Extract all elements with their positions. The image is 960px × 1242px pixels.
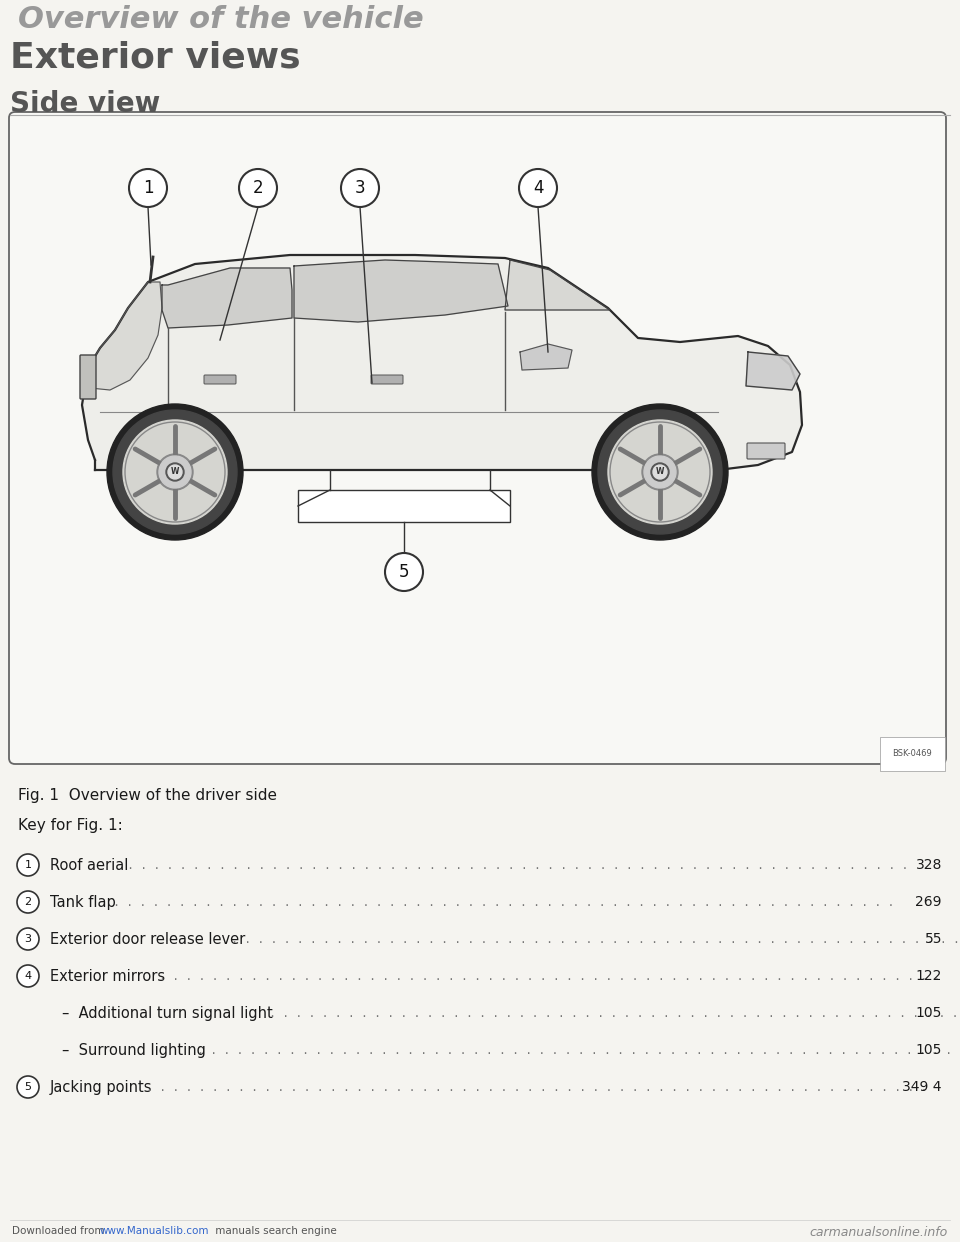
Text: W: W	[656, 467, 664, 476]
Text: 105: 105	[916, 1043, 942, 1057]
Circle shape	[17, 928, 39, 950]
Text: 5: 5	[398, 563, 409, 581]
Text: carmanualsonline.info: carmanualsonline.info	[809, 1226, 948, 1240]
Text: .  .  .  .  .  .  .  .  .  .  .  .  .  .  .  .  .  .  .  .  .  .  .  .  .  .  . : . . . . . . . . . . . . . . . . . . . . …	[110, 895, 898, 909]
Text: 328: 328	[916, 858, 942, 872]
Circle shape	[129, 169, 167, 207]
Circle shape	[519, 169, 557, 207]
Text: Overview of the vehicle: Overview of the vehicle	[18, 5, 423, 34]
Text: 55: 55	[924, 932, 942, 946]
Circle shape	[123, 420, 227, 524]
Text: Side view: Side view	[10, 89, 160, 118]
Text: 5: 5	[25, 1082, 32, 1092]
Circle shape	[17, 965, 39, 987]
Text: Tank flap: Tank flap	[50, 895, 116, 910]
Text: W: W	[171, 467, 180, 476]
Circle shape	[159, 456, 191, 488]
Circle shape	[651, 463, 669, 481]
Circle shape	[107, 404, 243, 540]
Polygon shape	[88, 282, 162, 390]
Polygon shape	[746, 351, 800, 390]
FancyBboxPatch shape	[80, 355, 96, 399]
Text: Fig. 1  Overview of the driver side: Fig. 1 Overview of the driver side	[18, 787, 277, 804]
Text: Key for Fig. 1:: Key for Fig. 1:	[18, 818, 123, 833]
Polygon shape	[520, 344, 572, 370]
Text: 269: 269	[916, 895, 942, 909]
Text: 2: 2	[252, 179, 263, 197]
Text: Jacking points: Jacking points	[50, 1081, 153, 1095]
Text: Roof aerial: Roof aerial	[50, 858, 129, 873]
Circle shape	[653, 465, 667, 479]
Text: 105: 105	[916, 1006, 942, 1020]
FancyBboxPatch shape	[204, 375, 236, 384]
FancyBboxPatch shape	[371, 375, 403, 384]
Text: .  .  .  .  .  .  .  .  .  .  .  .  .  .  .  .  .  .  .  .  .  .  .  .  .  .  . : . . . . . . . . . . . . . . . . . . . . …	[156, 969, 944, 982]
Text: 3: 3	[354, 179, 366, 197]
Polygon shape	[82, 255, 802, 469]
Text: 4: 4	[533, 179, 543, 197]
Polygon shape	[505, 260, 610, 310]
Circle shape	[608, 420, 712, 524]
Circle shape	[385, 553, 423, 591]
Text: 1: 1	[25, 859, 32, 869]
Text: 122: 122	[916, 969, 942, 982]
Circle shape	[239, 169, 277, 207]
Text: .  .  .  .  .  .  .  .  .  .  .  .  .  .  .  .  .  .  .  .  .  .  .  .  .  .  . : . . . . . . . . . . . . . . . . . . . . …	[194, 1043, 960, 1057]
Text: 349 4: 349 4	[902, 1081, 942, 1094]
Circle shape	[642, 455, 678, 491]
FancyBboxPatch shape	[9, 112, 946, 764]
Text: Exterior views: Exterior views	[10, 40, 300, 75]
Bar	[298, 491, 510, 522]
Text: 2: 2	[24, 897, 32, 907]
Circle shape	[113, 410, 237, 534]
Text: 3: 3	[25, 934, 32, 944]
Polygon shape	[162, 268, 292, 328]
Circle shape	[17, 854, 39, 876]
Text: .  .  .  .  .  .  .  .  .  .  .  .  .  .  .  .  .  .  .  .  .  .  .  .  .  .  . : . . . . . . . . . . . . . . . . . . . . …	[266, 1006, 960, 1020]
Circle shape	[17, 891, 39, 913]
Circle shape	[598, 410, 722, 534]
Text: .  .  .  .  .  .  .  .  .  .  .  .  .  .  .  .  .  .  .  .  .  .  .  .  .  .  . : . . . . . . . . . . . . . . . . . . . . …	[143, 1081, 930, 1094]
Text: .  .  .  .  .  .  .  .  .  .  .  .  .  .  .  .  .  .  .  .  .  .  .  .  .  .  . : . . . . . . . . . . . . . . . . . . . . …	[228, 932, 960, 946]
FancyBboxPatch shape	[747, 443, 785, 460]
Text: Exterior mirrors: Exterior mirrors	[50, 969, 165, 984]
Text: –  Additional turn signal light: – Additional turn signal light	[62, 1006, 273, 1021]
Text: –  Surround lighting: – Surround lighting	[62, 1043, 205, 1058]
Polygon shape	[294, 260, 508, 322]
Text: Exterior door release lever: Exterior door release lever	[50, 932, 245, 946]
Text: Downloaded from: Downloaded from	[12, 1226, 108, 1236]
Text: 1: 1	[143, 179, 154, 197]
Text: .  .  .  .  .  .  .  .  .  .  .  .  .  .  .  .  .  .  .  .  .  .  .  .  .  .  . : . . . . . . . . . . . . . . . . . . . . …	[124, 858, 911, 872]
Circle shape	[17, 1076, 39, 1098]
Circle shape	[166, 463, 184, 481]
Text: manuals search engine: manuals search engine	[212, 1226, 337, 1236]
Text: 4: 4	[24, 971, 32, 981]
Circle shape	[168, 465, 182, 479]
Circle shape	[341, 169, 379, 207]
Circle shape	[157, 455, 193, 491]
Circle shape	[644, 456, 676, 488]
Text: www.Manualslib.com: www.Manualslib.com	[100, 1226, 209, 1236]
Circle shape	[592, 404, 728, 540]
Text: BSK-0469: BSK-0469	[892, 749, 932, 758]
